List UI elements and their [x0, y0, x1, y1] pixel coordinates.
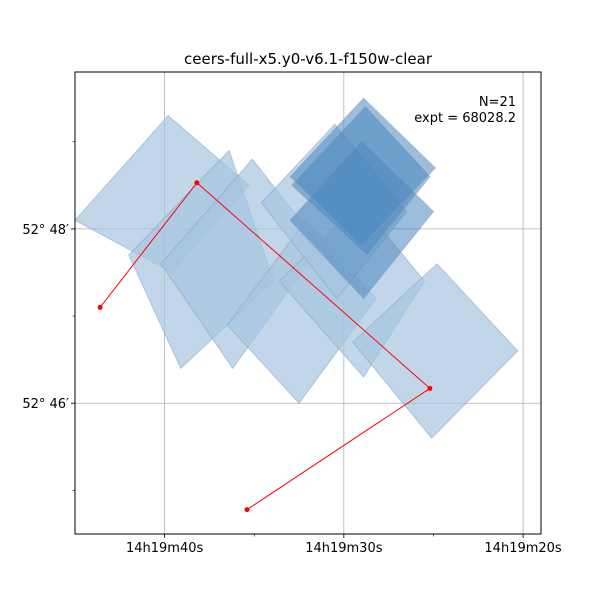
annotation-count: N=21: [479, 95, 516, 110]
y-tick-label: 52° 48′: [22, 223, 69, 238]
pointing-point: [194, 180, 200, 186]
pointing-point: [97, 304, 103, 310]
detector-footprint: [352, 263, 519, 439]
x-tick-label: 14h19m20s: [484, 541, 562, 556]
pointing-track-line: [99, 181, 431, 511]
pointing-point: [244, 507, 250, 513]
x-tick-label: 14h19m30s: [305, 541, 383, 556]
detector-footprint: [289, 97, 437, 248]
pointing-point: [427, 385, 433, 391]
annotation-exposure: expt = 68028.2: [414, 111, 516, 126]
chart-title: ceers-full-x5.y0-v6.1-f150w-clear: [184, 50, 433, 68]
y-tick-label: 52° 46′: [22, 397, 69, 412]
plot-frame: [74, 71, 542, 535]
x-tick-label: 14h19m40s: [126, 541, 204, 556]
